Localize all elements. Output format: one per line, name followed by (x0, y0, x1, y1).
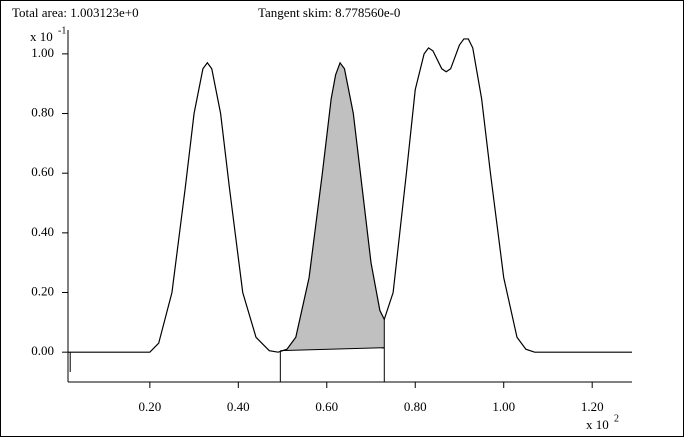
y-tick-label: 0.80 (31, 105, 54, 120)
x-tick-label: 1.20 (581, 399, 604, 414)
y-multiplier: x 10 (30, 29, 53, 44)
x-multiplier: x 10 (586, 417, 609, 432)
x-multiplier-exponent: 2 (614, 413, 619, 424)
skim-baseline (280, 347, 385, 352)
x-tick-label: 0.20 (138, 399, 161, 414)
y-tick-label: 0.60 (31, 164, 54, 179)
y-tick-label: 0.00 (31, 343, 54, 358)
x-tick-label: 0.80 (404, 399, 427, 414)
x-tick-label: 1.00 (492, 399, 515, 414)
y-tick-label: 0.20 (31, 283, 54, 298)
x-tick-label: 0.40 (227, 399, 250, 414)
curve (68, 38, 632, 353)
chart-title: Total area: 1.003123e+0 (12, 5, 139, 20)
y-multiplier-exponent: -1 (58, 25, 66, 36)
y-tick-label: 1.00 (31, 45, 54, 60)
chart-subtitle: Tangent skim: 8.778560e-0 (258, 5, 400, 20)
x-tick-label: 0.60 (315, 399, 338, 414)
y-tick-label: 0.40 (31, 224, 54, 239)
skim-area (280, 62, 385, 352)
